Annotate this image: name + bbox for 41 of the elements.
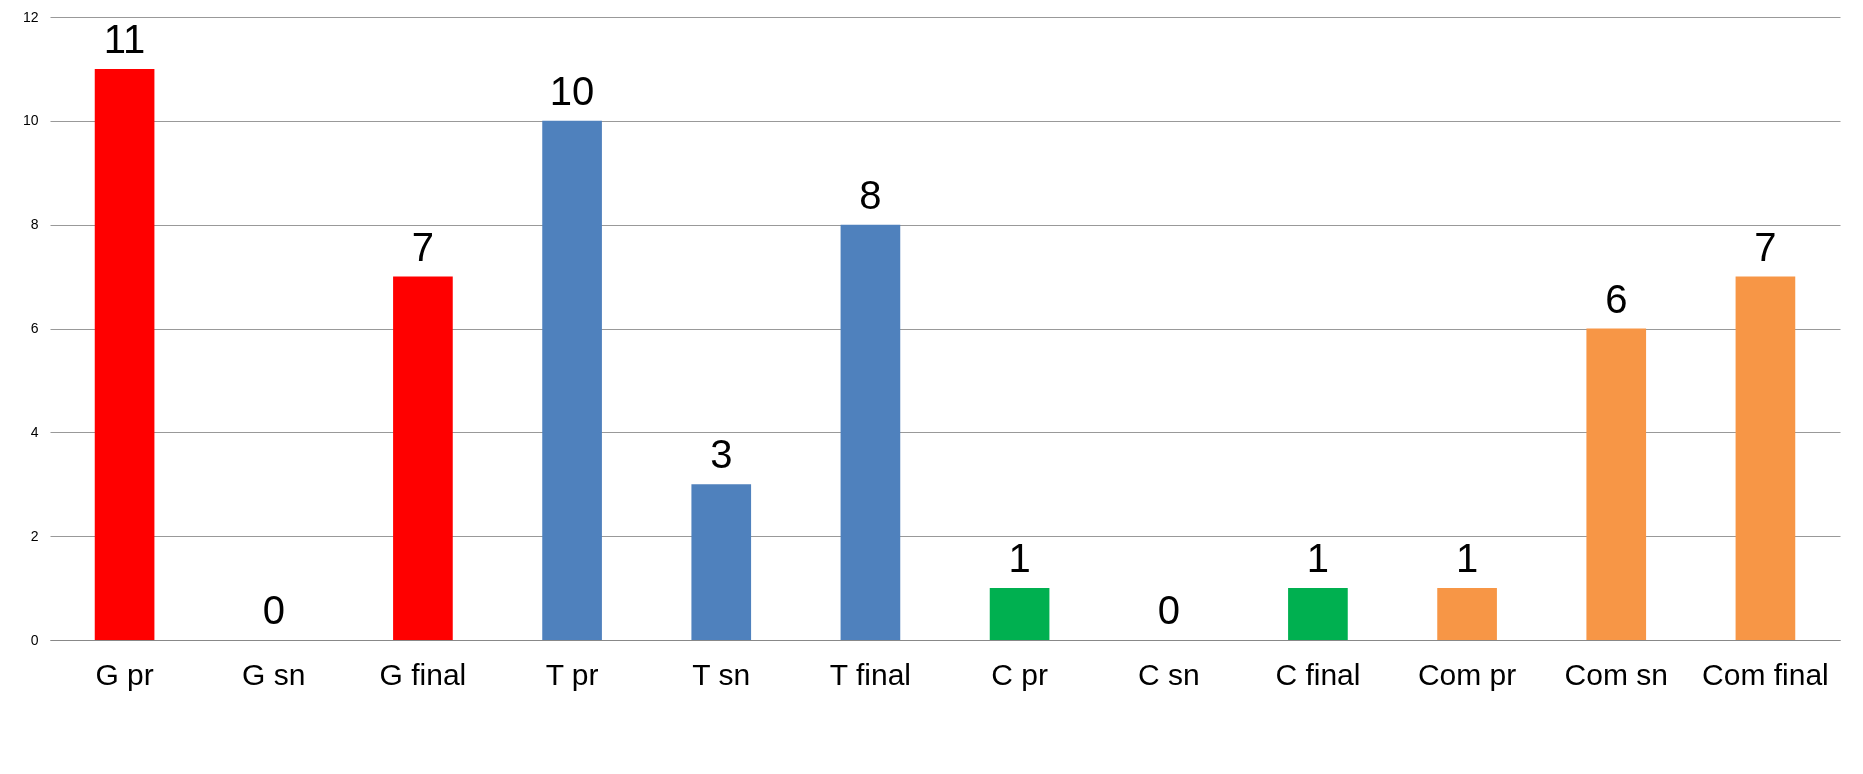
y-tick-label: 0 (30, 631, 39, 648)
y-tick-label: 2 (30, 527, 39, 544)
x-tick-label: C sn (1137, 657, 1200, 691)
data-label: 8 (859, 172, 882, 217)
y-tick-label: 8 (30, 216, 39, 233)
x-tick-label: G pr (95, 657, 154, 691)
data-label: 11 (103, 16, 146, 61)
bar (94, 68, 155, 640)
bar (1288, 588, 1348, 640)
x-tick-label: G final (379, 657, 467, 691)
bar (1735, 276, 1796, 640)
data-label: 1 (1008, 536, 1031, 581)
data-label: 0 (262, 588, 285, 632)
x-tick-label: T sn (692, 657, 751, 691)
x-tick-label: C pr (991, 657, 1048, 691)
data-label: 6 (1605, 276, 1628, 321)
x-tick-label: G sn (242, 657, 306, 691)
data-label: 7 (411, 224, 435, 269)
x-tick-label: T pr (545, 657, 599, 691)
x-tick-label: Com sn (1564, 657, 1668, 691)
x-tick-label: Com pr (1417, 657, 1517, 691)
data-label: 1 (1455, 536, 1479, 581)
data-label: 0 (1157, 588, 1180, 632)
y-tick-label: 12 (22, 8, 39, 25)
bar (840, 224, 901, 640)
y-tick-label: 10 (22, 112, 39, 129)
bar (393, 276, 453, 640)
bar (691, 484, 752, 640)
x-tick-label: T final (829, 657, 911, 691)
bar (1437, 588, 1497, 640)
data-label: 7 (1754, 224, 1777, 269)
data-label: 10 (549, 68, 595, 113)
data-label: 3 (710, 432, 733, 477)
bar (542, 120, 602, 640)
y-tick-label: 6 (30, 320, 39, 336)
bar (1586, 328, 1647, 640)
bar (989, 588, 1050, 640)
data-label: 1 (1306, 536, 1330, 581)
y-tick-label: 4 (30, 423, 39, 440)
x-tick-label: C final (1275, 657, 1361, 691)
x-tick-label: Com final (1702, 657, 1829, 691)
